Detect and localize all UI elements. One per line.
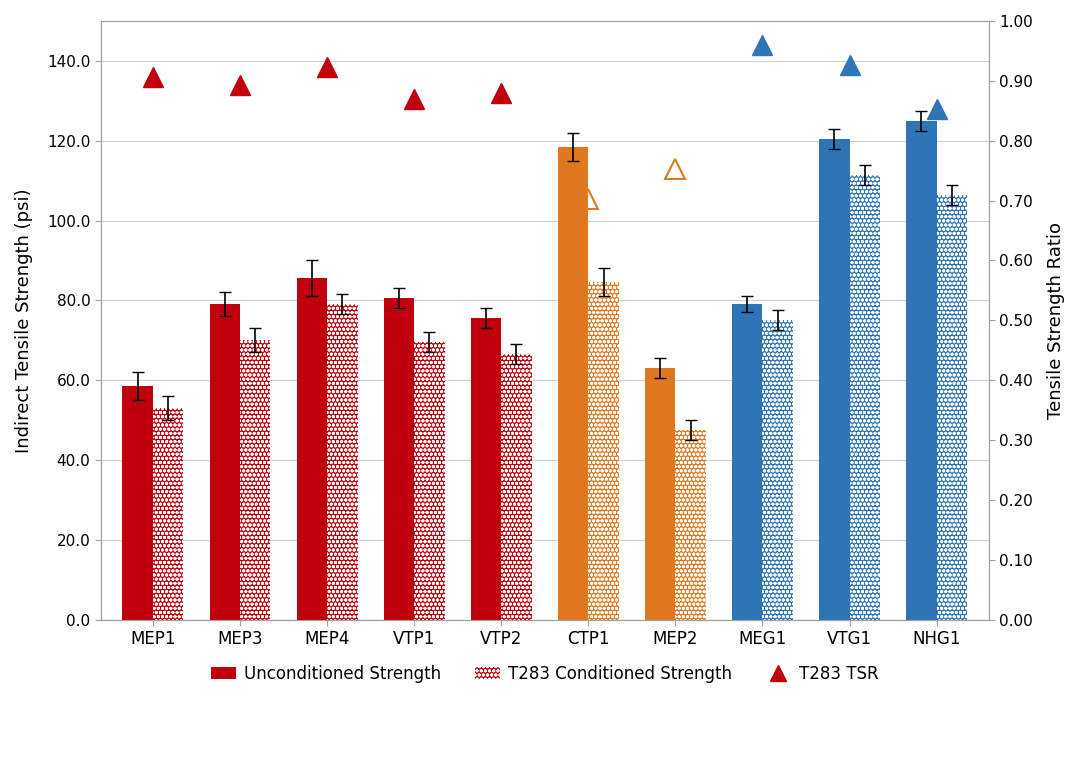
- Bar: [589, 283, 619, 620]
- Bar: [240, 340, 270, 620]
- Legend: Unconditioned Strength, T283 Conditioned Strength, T283 TSR: Unconditioned Strength, T283 Conditioned…: [204, 658, 886, 689]
- Bar: [327, 304, 357, 620]
- Bar: [675, 430, 706, 620]
- Bar: [850, 175, 880, 620]
- Bar: [122, 387, 153, 620]
- Bar: [240, 340, 270, 620]
- Bar: [850, 175, 880, 620]
- Y-axis label: Indirect Tensile Strength (psi): Indirect Tensile Strength (psi): [15, 188, 33, 453]
- Bar: [383, 299, 414, 620]
- Bar: [327, 304, 357, 620]
- Bar: [936, 195, 967, 620]
- Bar: [297, 278, 327, 620]
- Bar: [819, 139, 850, 620]
- Bar: [675, 430, 706, 620]
- Bar: [762, 320, 793, 620]
- Bar: [557, 147, 589, 620]
- Bar: [906, 121, 936, 620]
- Bar: [153, 408, 184, 620]
- Bar: [589, 283, 619, 620]
- Bar: [153, 408, 184, 620]
- Bar: [645, 368, 675, 620]
- Bar: [762, 320, 793, 620]
- Bar: [414, 342, 445, 620]
- Bar: [501, 354, 531, 620]
- Bar: [501, 354, 531, 620]
- Bar: [471, 319, 501, 620]
- Bar: [732, 304, 762, 620]
- Y-axis label: Tensile Strength Ratio: Tensile Strength Ratio: [1047, 222, 1065, 419]
- Bar: [936, 195, 967, 620]
- Bar: [210, 304, 240, 620]
- Bar: [414, 342, 445, 620]
